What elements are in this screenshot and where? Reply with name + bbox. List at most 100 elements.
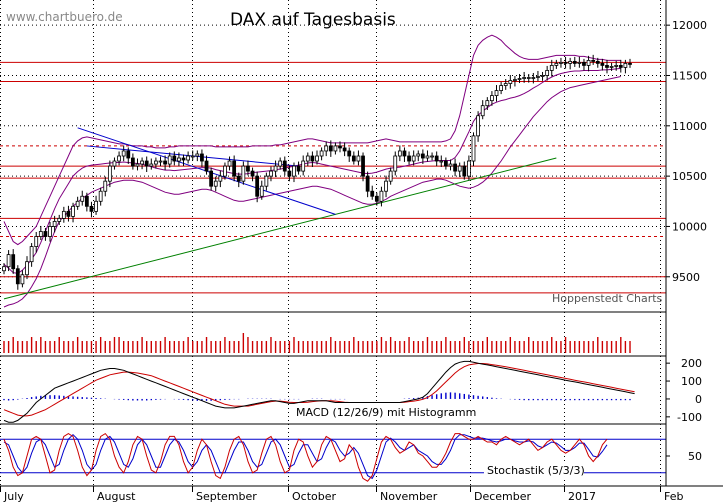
candle-body bbox=[287, 170, 292, 177]
candle-body bbox=[107, 165, 112, 182]
candle-body bbox=[563, 62, 568, 64]
candle-body bbox=[319, 150, 324, 157]
month-label: October bbox=[292, 490, 336, 503]
candle-body bbox=[393, 155, 398, 172]
candle-body bbox=[540, 75, 545, 77]
candle-body bbox=[513, 79, 517, 81]
candle-body bbox=[154, 160, 158, 165]
stoch-label: Stochastik (5/3/3) bbox=[487, 464, 585, 477]
month-label: September bbox=[196, 490, 257, 503]
stoch-tick-label: 50 bbox=[688, 450, 702, 463]
candle-body bbox=[259, 185, 264, 197]
candle-body bbox=[471, 135, 476, 162]
chart-title: DAX auf Tagesbasis bbox=[230, 10, 396, 30]
candle-body bbox=[140, 160, 144, 165]
candle-body bbox=[223, 165, 227, 177]
candle-body bbox=[195, 153, 200, 157]
candle-body bbox=[149, 163, 154, 167]
candle-body bbox=[577, 62, 582, 64]
macd-tick-label: -100 bbox=[677, 411, 702, 424]
candle-body bbox=[144, 160, 149, 167]
candle-body bbox=[568, 60, 573, 64]
candle-body bbox=[43, 231, 48, 237]
candle-body bbox=[425, 155, 430, 159]
candle-body bbox=[361, 155, 365, 177]
price-tick-label: 12000 bbox=[672, 19, 707, 32]
candle-body bbox=[48, 226, 52, 237]
candle-body bbox=[126, 150, 131, 159]
candle-body bbox=[517, 78, 522, 80]
candle-body bbox=[158, 160, 163, 163]
candle-body bbox=[218, 175, 223, 182]
candle-body bbox=[430, 155, 434, 158]
macd-tick-label: 200 bbox=[681, 357, 702, 370]
candle-body bbox=[384, 180, 388, 192]
candle-body bbox=[103, 180, 108, 192]
candle-body bbox=[347, 150, 352, 157]
candle-body bbox=[490, 95, 494, 102]
candle-body bbox=[365, 175, 370, 192]
candle-body bbox=[305, 155, 310, 162]
candle-body bbox=[167, 155, 172, 165]
candle-body bbox=[494, 90, 499, 97]
candle-body bbox=[582, 62, 586, 66]
candle-body bbox=[536, 76, 540, 78]
macd-tick-label: 0 bbox=[695, 393, 702, 406]
candle-body bbox=[80, 195, 85, 202]
candle-body bbox=[163, 160, 167, 165]
candle-body bbox=[338, 145, 342, 149]
candle-body bbox=[356, 155, 361, 162]
candle-body bbox=[204, 160, 209, 172]
candle-body bbox=[448, 163, 453, 167]
candle-body bbox=[250, 170, 255, 177]
price-tick-label: 11500 bbox=[672, 69, 707, 82]
candle-body bbox=[379, 190, 384, 202]
candle-body bbox=[328, 145, 333, 152]
candle-body bbox=[112, 160, 117, 167]
candle-body bbox=[315, 155, 319, 162]
candle-body bbox=[66, 210, 71, 217]
candle-body bbox=[388, 170, 393, 182]
candle-body bbox=[71, 205, 75, 217]
candle-body bbox=[443, 160, 448, 167]
credit-label: Hoppenstedt Charts bbox=[552, 292, 663, 305]
watermark: www.chartbuero.de bbox=[6, 10, 123, 24]
candle-body bbox=[499, 85, 504, 91]
volume-panel bbox=[3, 333, 631, 353]
stoch-d-line bbox=[3, 434, 608, 480]
candle-body bbox=[586, 59, 591, 66]
stoch-k-line bbox=[3, 432, 608, 482]
candle-body bbox=[310, 155, 315, 162]
macd-label-bg bbox=[293, 404, 473, 419]
candle-body bbox=[292, 165, 296, 177]
candle-body bbox=[135, 163, 140, 167]
price-panel bbox=[0, 34, 666, 308]
candle-body bbox=[439, 160, 444, 163]
candle-body bbox=[623, 63, 628, 68]
candle-body bbox=[232, 160, 237, 177]
macd-panel bbox=[3, 360, 635, 423]
candle-body bbox=[61, 210, 66, 219]
candle-body bbox=[614, 65, 619, 67]
candle-body bbox=[628, 63, 632, 65]
candle-body bbox=[476, 115, 480, 137]
month-label: August bbox=[97, 490, 136, 503]
month-label: December bbox=[474, 490, 532, 503]
candle-body bbox=[89, 205, 94, 212]
candle-body bbox=[503, 83, 508, 86]
candle-body bbox=[453, 163, 457, 172]
price-tick-label: 11000 bbox=[672, 120, 707, 133]
candle-body bbox=[591, 59, 596, 62]
candle-body bbox=[370, 190, 375, 197]
candle-body bbox=[94, 200, 98, 212]
candle-body bbox=[177, 157, 181, 162]
candle-body bbox=[462, 165, 467, 177]
candle-body bbox=[190, 155, 195, 158]
candle-body bbox=[618, 65, 623, 68]
month-label: 2017 bbox=[568, 490, 596, 503]
bollinger-upper bbox=[3, 34, 621, 246]
candle-body bbox=[549, 65, 554, 71]
candle-body bbox=[38, 231, 43, 237]
candle-body bbox=[531, 77, 536, 79]
